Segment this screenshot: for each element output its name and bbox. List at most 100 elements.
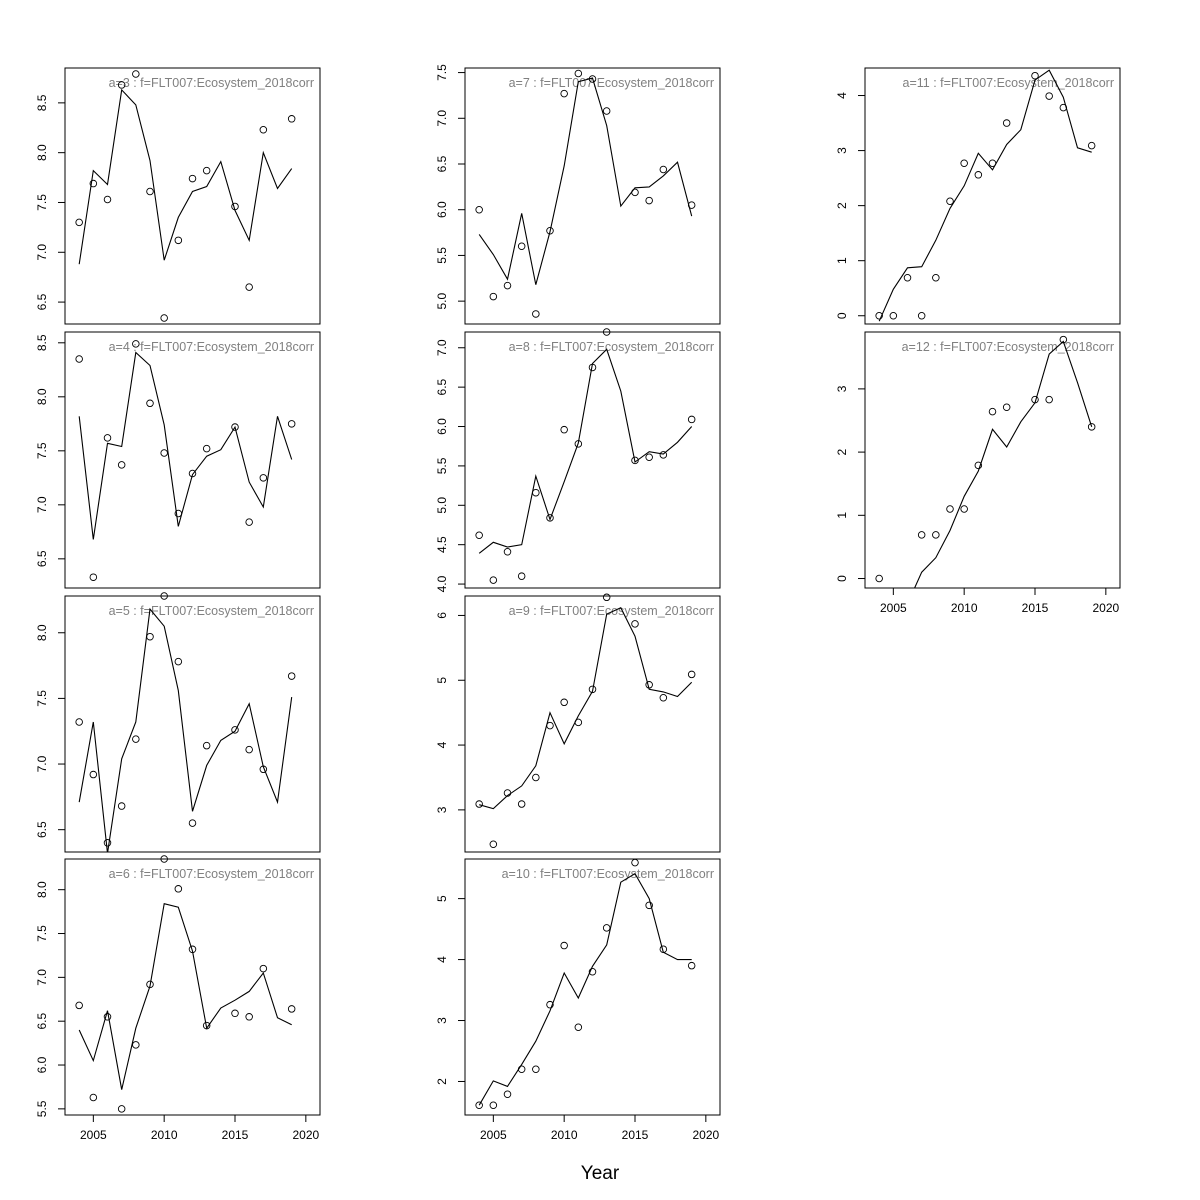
observed-point xyxy=(517,1065,526,1074)
observed-point xyxy=(875,574,883,583)
observed-point xyxy=(602,593,611,602)
observed-point xyxy=(89,1093,98,1102)
observed-point xyxy=(287,115,296,123)
x-tick-label: 2020 xyxy=(1092,601,1119,615)
observed-point xyxy=(659,165,668,174)
observed-point xyxy=(645,681,653,689)
observed-point xyxy=(532,488,540,497)
y-tick-label: 3 xyxy=(435,1017,449,1024)
observed-point xyxy=(503,548,512,556)
observed-point xyxy=(259,474,268,482)
observed-point xyxy=(245,745,253,754)
observed-point xyxy=(503,1090,512,1099)
observed-point xyxy=(687,670,696,679)
observed-point xyxy=(287,420,296,428)
y-tick-label: 4 xyxy=(435,956,449,963)
y-tick-label: 6.5 xyxy=(435,155,449,172)
x-tick-label: 2010 xyxy=(951,601,978,615)
observed-point xyxy=(546,514,554,522)
observed-point xyxy=(103,195,112,204)
observed-point xyxy=(917,531,926,539)
observed-point xyxy=(202,166,211,175)
panel-frame xyxy=(64,331,321,589)
y-tick-label: 0 xyxy=(835,312,849,319)
observed-point xyxy=(946,197,954,205)
observed-point xyxy=(245,518,253,526)
y-tick-label: 7.5 xyxy=(35,925,49,942)
observed-point xyxy=(602,107,611,115)
x-tick-label: 2015 xyxy=(1022,601,1049,615)
observed-point xyxy=(160,314,168,322)
observed-point xyxy=(245,1013,253,1021)
y-tick-label: 4.5 xyxy=(435,536,449,553)
fitted-line xyxy=(78,903,292,1090)
observed-point xyxy=(1059,335,1068,344)
observed-point xyxy=(503,789,512,797)
observed-point xyxy=(1087,423,1096,431)
observed-point xyxy=(231,202,239,211)
y-tick-label: 8.5 xyxy=(35,334,49,351)
observed-point xyxy=(103,1013,112,1021)
observed-point xyxy=(188,945,197,954)
observed-point xyxy=(602,924,611,932)
observed-point xyxy=(89,179,98,188)
observed-point xyxy=(287,1005,296,1013)
observed-point xyxy=(174,885,183,893)
panel-frame xyxy=(64,595,321,853)
observed-point xyxy=(475,800,483,808)
observed-point xyxy=(259,126,268,134)
observed-point xyxy=(75,1001,83,1010)
y-tick-label: 8.0 xyxy=(35,144,49,161)
y-tick-label: 5.0 xyxy=(435,497,449,514)
observed-point xyxy=(174,236,183,245)
panel-a6: a=6 : f=FLT007:Ecosystem_2018corr 5.5 6.0 6… xyxy=(35,855,321,1142)
panel-title: a=10 : f=FLT007:Ecosystem_2018corr xyxy=(502,867,714,881)
panel-title: a=12 : f=FLT007:Ecosystem_2018corr xyxy=(902,340,1114,354)
observed-point xyxy=(1031,71,1039,80)
observed-point xyxy=(532,1065,540,1074)
x-tick-label: 2005 xyxy=(880,601,907,615)
observed-point xyxy=(188,174,197,183)
observed-point xyxy=(132,735,140,743)
observed-point xyxy=(146,632,154,641)
observed-point xyxy=(932,531,940,539)
observed-point xyxy=(659,694,668,702)
panel-a11: a=11 : f=FLT007:Ecosystem_2018corr 0 1 2 3 4 xyxy=(835,67,1121,325)
observed-point xyxy=(245,283,253,291)
y-tick-label: 7.5 xyxy=(35,690,49,707)
panel-a5: a=5 : f=FLT007:Ecosystem_2018corr 6.5 7.0 7… xyxy=(35,592,321,853)
x-tick-label: 2010 xyxy=(151,1128,178,1142)
observed-point xyxy=(475,205,483,214)
observed-point xyxy=(287,672,296,680)
observed-point xyxy=(475,1101,483,1109)
observed-point xyxy=(574,69,583,78)
observed-point xyxy=(560,698,568,707)
y-tick-label: 5 xyxy=(435,895,449,902)
panel-a4: a=4 : f=FLT007:Ecosystem_2018corr 6.5 7.0 7… xyxy=(35,331,321,589)
observed-point xyxy=(489,840,498,848)
panel-a3: a=3 : f=FLT007:Ecosystem_2018corr 6.5 7.0 7… xyxy=(35,67,321,325)
observed-point xyxy=(631,188,639,197)
observed-point xyxy=(103,434,112,442)
observed-point xyxy=(588,363,597,372)
y-tick-label: 5.5 xyxy=(435,247,449,264)
observed-point xyxy=(659,451,668,459)
observed-point xyxy=(202,741,211,750)
observed-point xyxy=(202,444,211,453)
observed-point xyxy=(489,576,498,584)
y-tick-label: 3 xyxy=(835,385,849,392)
observed-point xyxy=(588,968,597,976)
panel-frame xyxy=(464,331,721,589)
fitted-line xyxy=(479,606,693,810)
panel-frame xyxy=(64,67,321,325)
y-tick-label: 7.0 xyxy=(35,244,49,261)
observed-point xyxy=(146,399,154,408)
observed-point xyxy=(160,855,168,863)
y-tick-label: 5.5 xyxy=(35,1100,49,1117)
observed-point xyxy=(160,449,168,457)
fitted-line xyxy=(78,351,293,540)
observed-point xyxy=(631,620,639,628)
observed-point xyxy=(560,89,568,98)
observed-point xyxy=(75,218,83,227)
